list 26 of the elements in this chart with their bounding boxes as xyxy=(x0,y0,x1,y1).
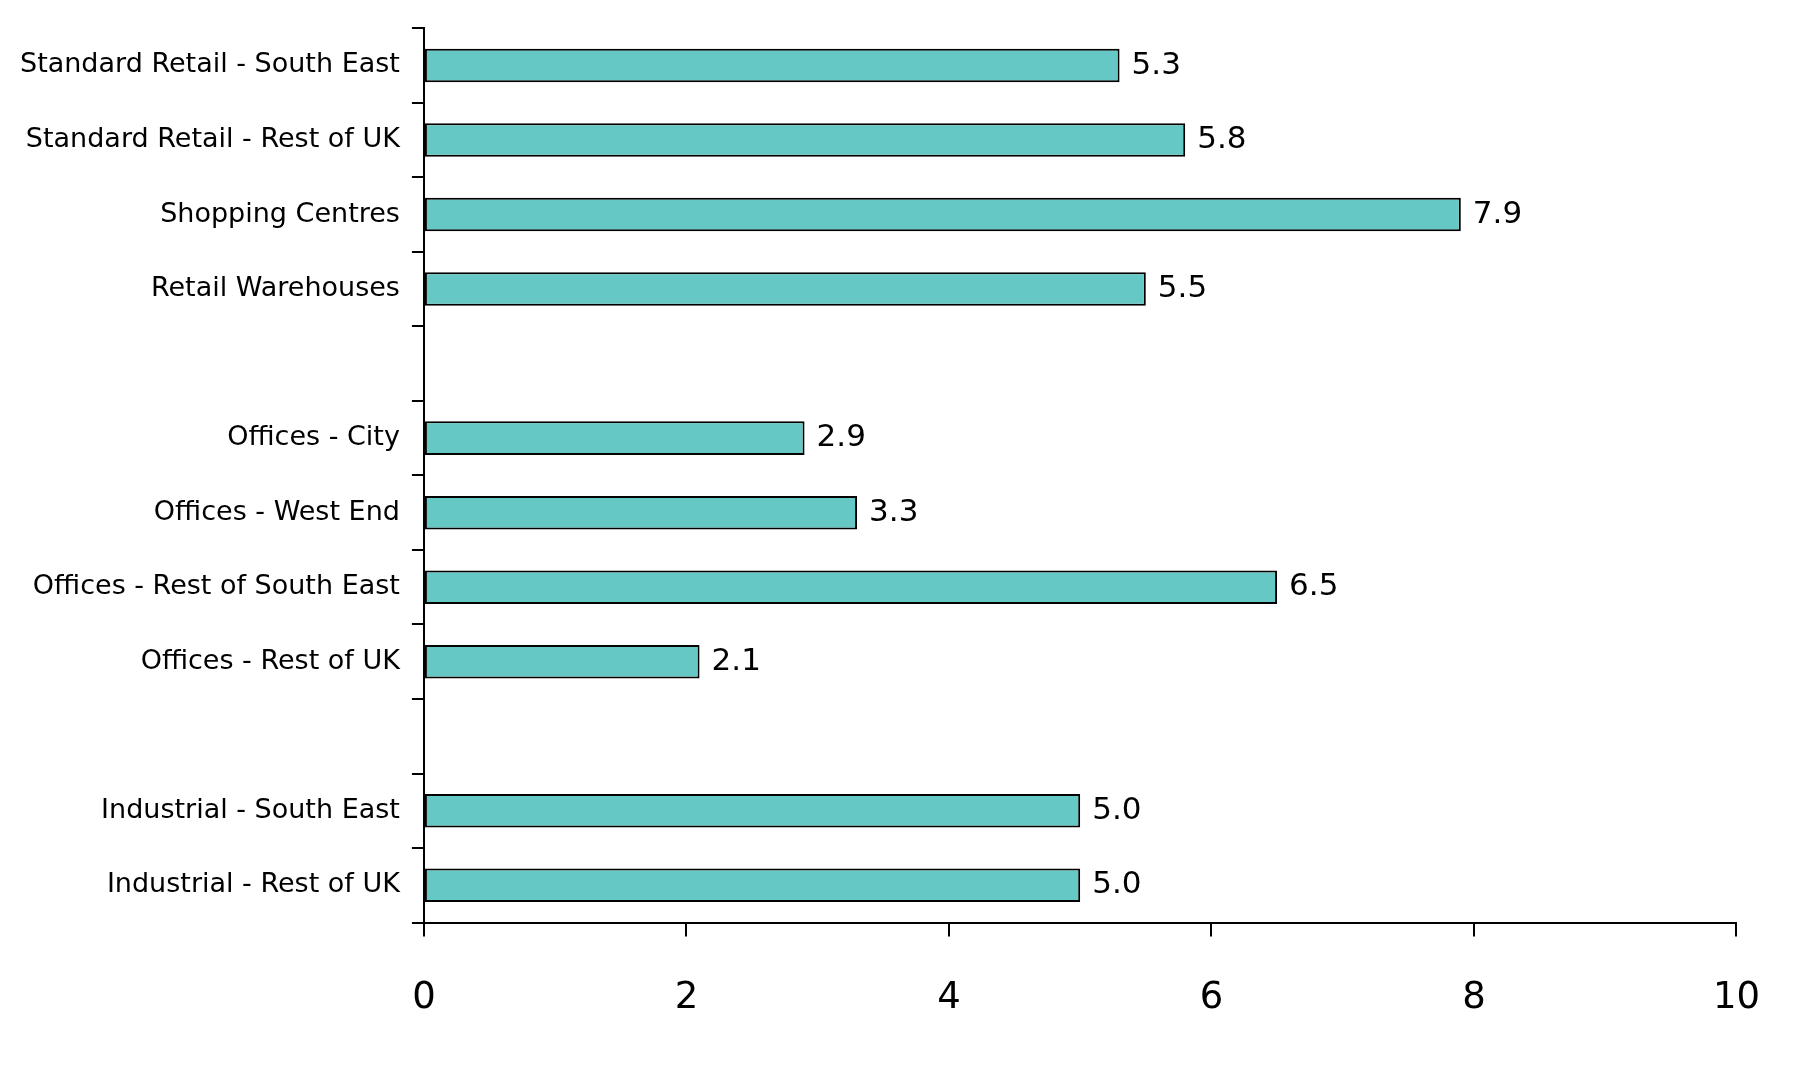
data-label: 5.8 xyxy=(1197,119,1247,156)
data-label: 5.5 xyxy=(1157,268,1208,305)
x-tick-label: 10 xyxy=(1712,974,1761,1018)
data-label: 6.5 xyxy=(1289,566,1339,603)
y-tick-label: Industrial - Rest of UK xyxy=(106,867,402,899)
y-tick-label: Offices - Rest of South East xyxy=(32,569,400,601)
x-tick-label: 2 xyxy=(674,974,699,1018)
y-tick-label: Retail Warehouses xyxy=(150,271,400,303)
y-tick-label: Standard Retail - South East xyxy=(19,47,400,79)
y-tick-label: Industrial - South East xyxy=(101,792,400,824)
y-tick-label: Shopping Centres xyxy=(160,196,400,228)
y-tick-label: Standard Retail - Rest of UK xyxy=(25,122,402,154)
data-label: 5.0 xyxy=(1092,864,1142,901)
x-tick-label: 8 xyxy=(1462,974,1486,1018)
y-tick-label: Offices - City xyxy=(227,420,400,452)
x-tick-label: 6 xyxy=(1199,974,1224,1018)
y-tick-label: Offices - West End xyxy=(153,494,400,526)
data-label: 2.1 xyxy=(711,640,761,677)
y-tick-label: Offices - Rest of UK xyxy=(140,643,402,675)
data-label: 2.9 xyxy=(816,417,866,454)
data-label: 5.0 xyxy=(1092,789,1142,826)
x-tick-label: 4 xyxy=(937,974,961,1018)
data-label: 7.9 xyxy=(1472,193,1523,230)
data-label: 5.3 xyxy=(1131,44,1181,81)
x-tick-label: 0 xyxy=(412,974,436,1018)
data-label: 3.3 xyxy=(869,491,919,528)
